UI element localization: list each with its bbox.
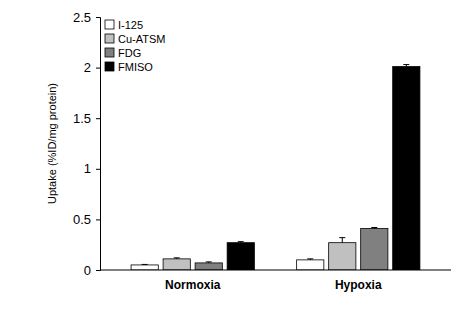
error-bar (307, 259, 313, 260)
error-cap (307, 258, 313, 259)
bar (163, 259, 190, 270)
series (227, 65, 420, 270)
y-tick-label: 2 (84, 60, 91, 75)
series (195, 227, 388, 270)
y-tick-mark (96, 68, 100, 69)
error-cap (174, 257, 180, 258)
y-tick-mark (96, 17, 100, 18)
plot-area (131, 65, 420, 270)
y-axis: 0 0.5 1 1.5 2 2.5 (73, 10, 101, 278)
error-stem (342, 238, 343, 243)
bar (195, 263, 222, 270)
y-axis-line (96, 18, 101, 271)
y-tick-mark (96, 118, 100, 119)
legend: I-125 Cu-ATSM FDG FMISO (105, 19, 165, 73)
error-bar (238, 242, 244, 243)
y-tick: 0.5 (73, 212, 100, 227)
legend-swatch (105, 48, 114, 57)
bar (131, 265, 158, 270)
y-tick: 2.5 (73, 10, 100, 25)
error-cap (238, 241, 244, 242)
legend-label: Cu-ATSM (118, 33, 165, 45)
series (163, 238, 356, 270)
x-axis: Normoxia Hypoxia (100, 270, 451, 292)
x-tick: Normoxia (165, 270, 221, 292)
y-tick-mark (96, 270, 100, 271)
y-tick-mark (96, 169, 100, 170)
bar (361, 229, 388, 270)
y-tick: 1.5 (73, 111, 100, 126)
y-tick-label: 2.5 (73, 10, 91, 25)
error-cap (371, 227, 377, 228)
x-tick: Hypoxia (335, 270, 382, 292)
bar (329, 243, 356, 270)
error-bar (206, 262, 212, 263)
error-cap (142, 264, 148, 265)
bar (393, 67, 420, 270)
y-axis-title: Uptake (%ID/mg protein) (46, 83, 58, 204)
legend-label: FMISO (118, 61, 153, 73)
y-tick-label: 1 (84, 161, 91, 176)
error-cap (403, 64, 409, 65)
x-tick-label: Normoxia (165, 278, 221, 292)
error-bar (403, 65, 409, 67)
legend-swatch (105, 34, 114, 43)
chart: 0 0.5 1 1.5 2 2.5 Normoxia Hypoxia Uptake (%ID/m… (0, 0, 459, 311)
y-tick: 2 (84, 60, 100, 75)
error-cap (206, 261, 212, 262)
y-tick-label: 0.5 (73, 212, 91, 227)
legend-label: FDG (118, 47, 141, 59)
y-tick-mark (96, 219, 100, 220)
y-tick-label: 1.5 (73, 111, 91, 126)
legend-swatch (105, 62, 114, 71)
x-tick-label: Hypoxia (335, 278, 382, 292)
error-cap (339, 237, 345, 238)
y-tick: 0 (84, 263, 100, 278)
y-tick: 1 (84, 161, 100, 176)
legend-swatch (105, 20, 114, 29)
y-tick-label: 0 (84, 263, 91, 278)
x-axis-line (100, 270, 451, 271)
error-bar (371, 227, 377, 228)
legend-label: I-125 (118, 19, 143, 31)
bar (227, 243, 254, 270)
error-bar (142, 264, 148, 266)
error-bar (174, 258, 180, 259)
bar (297, 260, 324, 270)
error-bar (339, 238, 345, 243)
